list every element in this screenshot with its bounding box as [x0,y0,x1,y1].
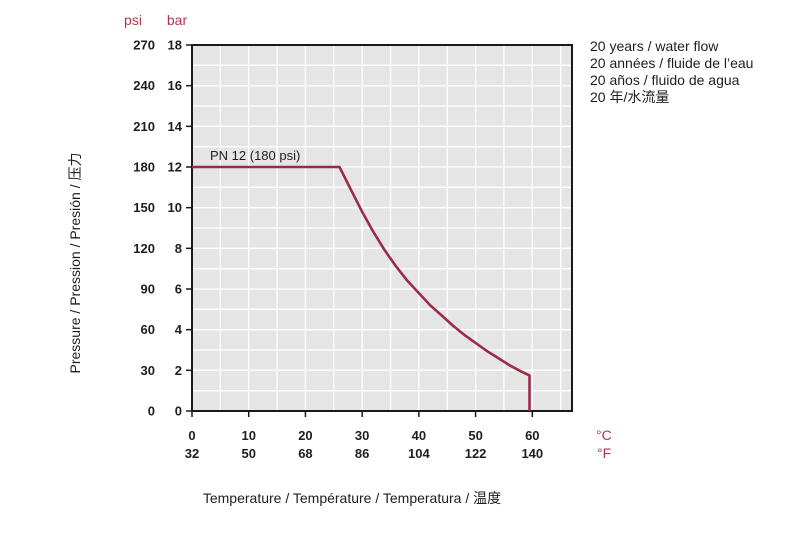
y-tick-label-psi: 240 [133,78,155,93]
y-axis-title: Pressure / Pression / Presión / 压力 [67,153,83,374]
x-tick-label-celsius: 50 [468,428,482,443]
y-tick-label-psi: 120 [133,241,155,256]
y-tick-label-bar: 12 [168,160,182,175]
y-unit-bar: bar [167,12,188,28]
x-tick-label-fahrenheit: 122 [465,446,487,461]
x-tick-label-fahrenheit: 32 [185,446,199,461]
series-label-pn12: PN 12 (180 psi) [210,148,300,163]
y-tick-label-bar: 2 [175,363,182,378]
y-tick-label-psi: 210 [133,119,155,134]
note-line: 20 años / fluido de agua [590,72,740,88]
x-tick-label-fahrenheit: 68 [298,446,312,461]
y-tick-label-psi: 0 [148,404,155,419]
y-tick-label-psi: 270 [133,38,155,53]
y-tick-label-bar: 18 [168,38,182,53]
y-tick-label-psi: 150 [133,200,155,215]
y-tick-label-bar: 10 [168,200,182,215]
note-line: 20 années / fluide de l’eau [590,55,753,71]
x-tick-label-celsius: 60 [525,428,539,443]
note-line: 20 years / water flow [590,38,719,54]
y-tick-label-bar: 14 [168,119,183,134]
y-tick-label-bar: 8 [175,241,182,256]
x-axis-title: Temperature / Température / Temperatura … [203,490,501,506]
x-tick-label-celsius: 10 [241,428,255,443]
x-tick-label-celsius: 30 [355,428,369,443]
series-line-pn12 [192,165,531,411]
y-tick-label-psi: 180 [133,160,155,175]
x-tick-label-celsius: 0 [188,428,195,443]
x-tick-label-fahrenheit: 140 [521,446,543,461]
y-unit-psi: psi [124,12,142,28]
x-tick-label-fahrenheit: 50 [241,446,255,461]
y-tick-label-psi: 90 [141,282,155,297]
x-tick-label-fahrenheit: 104 [408,446,430,461]
y-tick-label-psi: 30 [141,363,155,378]
x-unit-celsius: °C [596,427,612,443]
x-unit-fahrenheit: °F [597,445,611,461]
y-tick-label-bar: 6 [175,282,182,297]
y-tick-label-psi: 60 [141,322,155,337]
x-tick-label-fahrenheit: 86 [355,446,369,461]
y-tick-label-bar: 4 [175,322,183,337]
y-tick-label-bar: 16 [168,78,182,93]
x-tick-label-celsius: 40 [412,428,426,443]
plot-frame [191,44,573,412]
y-tick-label-bar: 0 [175,404,182,419]
x-tick-label-celsius: 20 [298,428,312,443]
note-line: 20 年/水流量 [590,89,669,105]
